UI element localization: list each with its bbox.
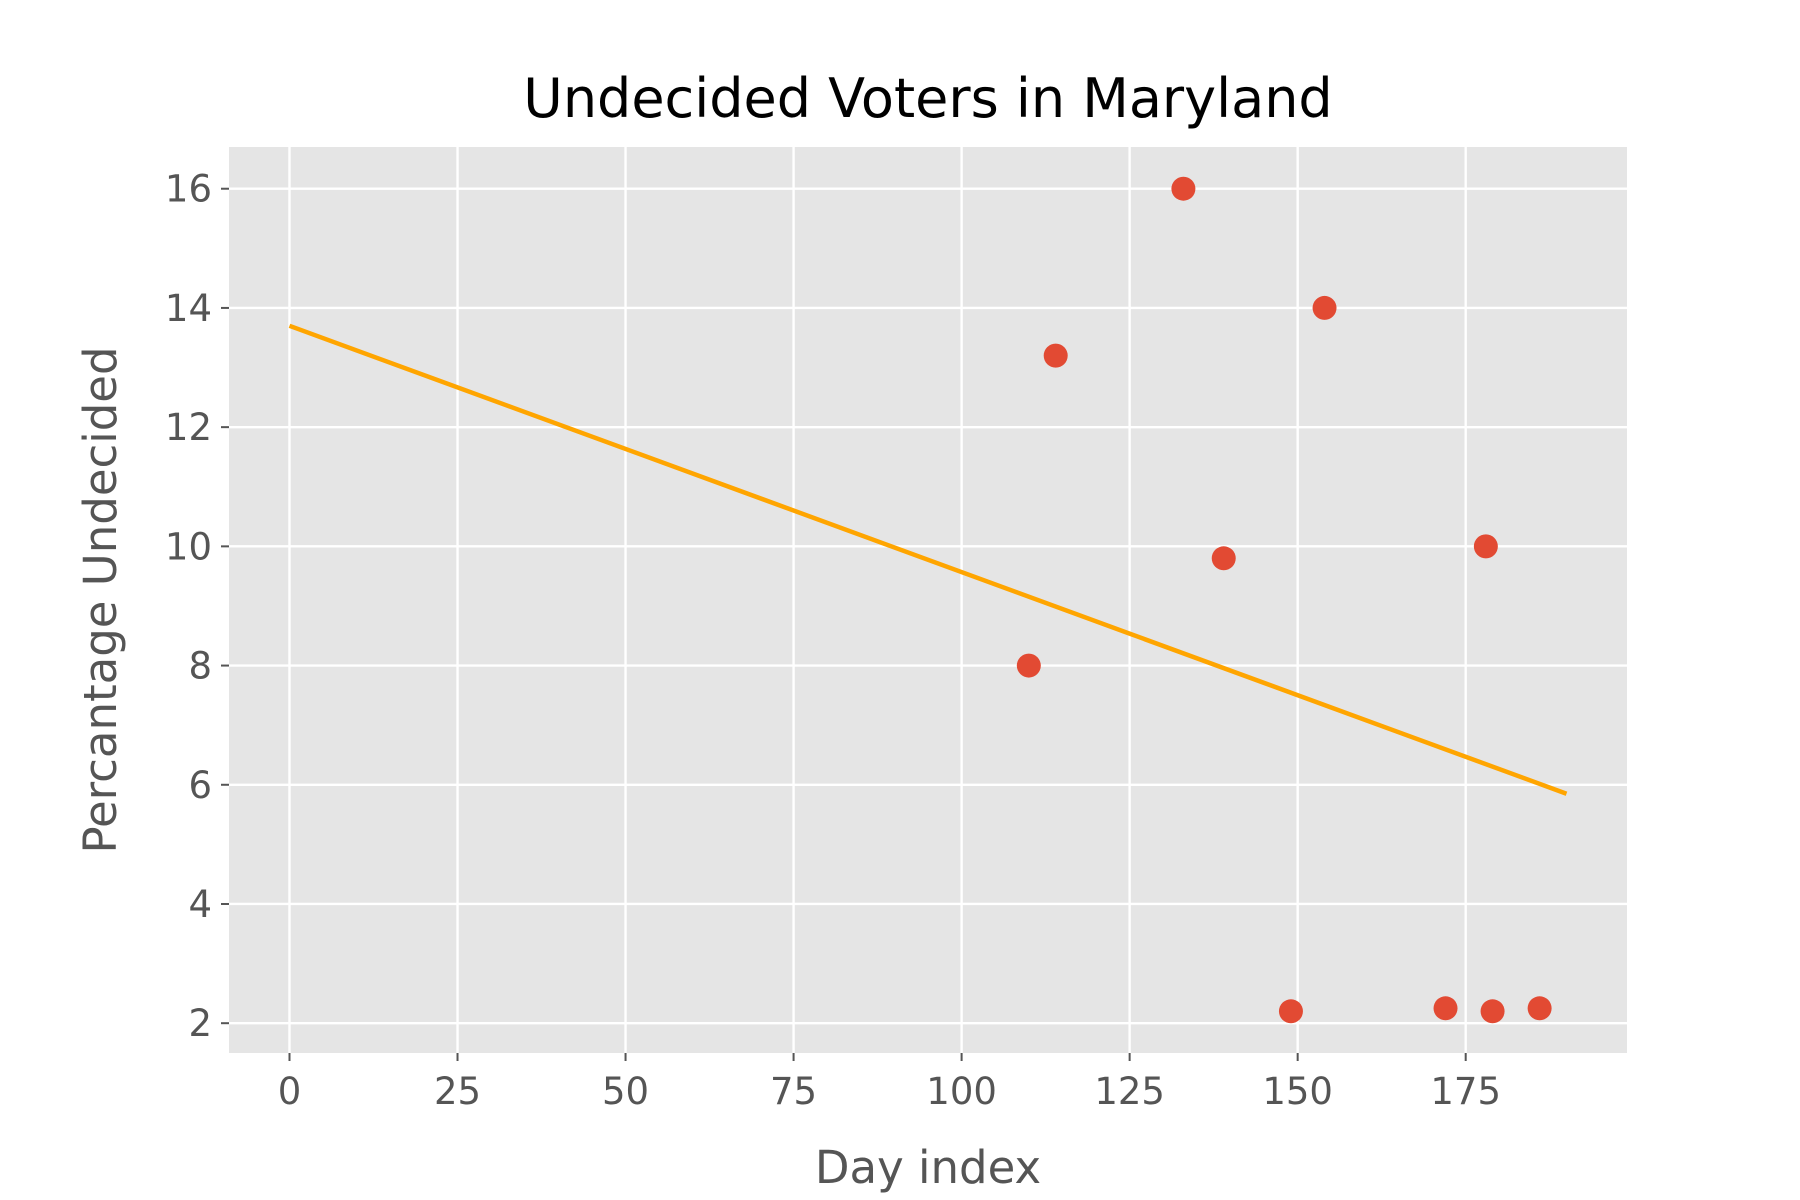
data-points (1016, 176, 1552, 1024)
y-tick-label: 6 (188, 764, 212, 807)
plot-area (229, 147, 1627, 1053)
x-tick-label: 75 (770, 1070, 817, 1113)
data-point (1278, 999, 1303, 1024)
x-tick-label: 100 (926, 1070, 997, 1113)
y-tick-label: 10 (165, 525, 212, 568)
x-tick-label: 150 (1262, 1070, 1333, 1113)
x-tick-label: 0 (278, 1070, 302, 1113)
y-tick-label: 16 (165, 168, 212, 211)
x-tick-label: 175 (1430, 1070, 1501, 1113)
y-tick-label: 2 (188, 1002, 212, 1045)
data-point (1473, 534, 1498, 559)
y-axis-label: Percantage Undecided (74, 346, 127, 853)
axis-ticks: 0 25 50 75 100 125 150 175 2 4 6 8 10 12 14 16 (165, 168, 1501, 1113)
data-point (1211, 546, 1236, 571)
y-tick-label: 14 (165, 287, 212, 330)
data-point (1171, 176, 1196, 201)
y-tick-label: 4 (188, 883, 212, 926)
y-tick-label: 12 (165, 406, 212, 449)
trend-line (288, 323, 1568, 796)
chart-title: Undecided Voters in Maryland (523, 67, 1332, 130)
data-point (1433, 996, 1458, 1021)
grid-lines (229, 147, 1627, 1053)
data-point (1312, 295, 1337, 320)
y-tick-label: 8 (188, 645, 212, 688)
data-point (1043, 343, 1068, 368)
x-axis-label: Day index (815, 1141, 1041, 1194)
x-tick-label: 125 (1094, 1070, 1165, 1113)
data-point (1480, 999, 1505, 1024)
data-point (1527, 996, 1552, 1021)
trend-line-layer (288, 323, 1568, 796)
x-tick-label: 50 (602, 1070, 649, 1113)
x-tick-label: 25 (434, 1070, 481, 1113)
data-point (1016, 653, 1041, 678)
